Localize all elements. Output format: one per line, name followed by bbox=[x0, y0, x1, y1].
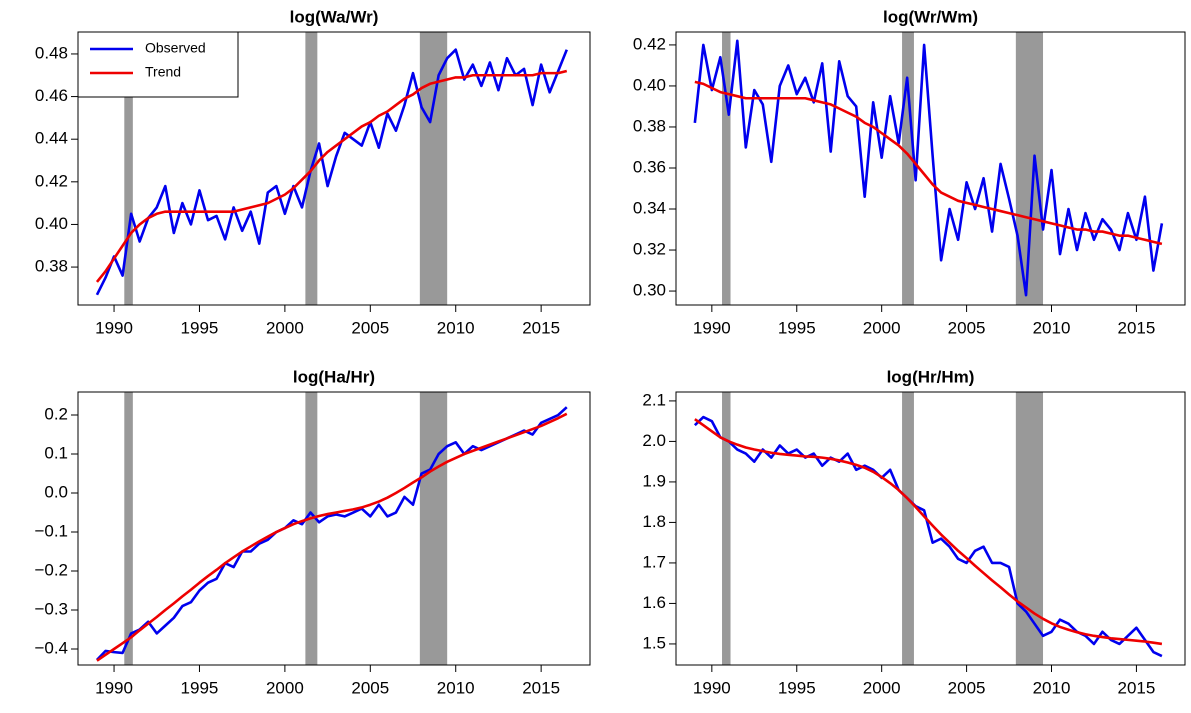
x-tick-label: 1990 bbox=[693, 318, 731, 337]
y-tick-label: 0.44 bbox=[35, 129, 68, 148]
chart-title: log(Wa/Wr) bbox=[290, 7, 379, 26]
legend-box bbox=[77, 31, 239, 98]
series-line bbox=[694, 80, 1163, 246]
legend-label: Trend bbox=[145, 64, 181, 80]
x-tick-label: 1995 bbox=[181, 678, 219, 697]
series-line bbox=[693, 39, 1164, 297]
panel: log(Wr/Wm) 0.30 0.32 0.34 0.36 0.38 0.40 0.42 19… bbox=[633, 7, 1186, 337]
recession-band bbox=[722, 392, 731, 665]
x-tick-label: 2000 bbox=[266, 678, 304, 697]
plot-frame bbox=[675, 31, 1186, 306]
recession-band bbox=[124, 392, 133, 665]
y-tick-label: 0.40 bbox=[633, 75, 666, 94]
x-tick-label: 2000 bbox=[863, 318, 901, 337]
x-tick-label: 2010 bbox=[1033, 318, 1071, 337]
y-tick-label: 0.36 bbox=[633, 157, 666, 176]
recession-band bbox=[902, 32, 914, 305]
y-tick-label: 1.6 bbox=[642, 593, 666, 612]
chart-title: log(Hr/Hm) bbox=[887, 367, 975, 386]
x-tick-label: 2005 bbox=[351, 318, 389, 337]
y-tick-label: 2.0 bbox=[642, 431, 666, 450]
y-tick-label: 0.46 bbox=[35, 86, 68, 105]
x-tick-label: 1990 bbox=[95, 678, 133, 697]
x-tick-label: 2000 bbox=[863, 678, 901, 697]
y-tick-label: 1.9 bbox=[642, 471, 666, 490]
y-tick-label: 0.30 bbox=[633, 281, 666, 300]
series-line bbox=[96, 406, 568, 661]
x-tick-label: 2015 bbox=[1118, 678, 1156, 697]
recession-band bbox=[1015, 32, 1044, 305]
y-tick-label: 0.38 bbox=[35, 257, 68, 276]
series-line bbox=[95, 69, 568, 283]
y-tick-label: 2.1 bbox=[642, 390, 666, 409]
panel: log(Ha/Hr) −0.4 −0.3 −0.2 −0.1 0.0 0.1 0.2 1990 1… bbox=[34, 367, 591, 697]
x-tick-label: 2000 bbox=[266, 318, 304, 337]
recession-band bbox=[419, 392, 448, 665]
x-tick-label: 2015 bbox=[522, 678, 560, 697]
recession-band bbox=[722, 32, 731, 305]
chart-title: log(Ha/Hr) bbox=[293, 367, 375, 386]
chart-title: log(Wr/Wm) bbox=[883, 7, 978, 26]
x-tick-label: 2005 bbox=[948, 318, 986, 337]
panel: log(Wa/Wr) 0.38 0.40 0.42 0.44 0.46 0.48 1990 19… bbox=[35, 7, 591, 337]
y-tick-label: 0.32 bbox=[633, 240, 666, 259]
recession-band bbox=[124, 32, 133, 305]
recession-band bbox=[419, 32, 448, 305]
x-tick-label: 2010 bbox=[437, 678, 475, 697]
x-tick-label: 2010 bbox=[1033, 678, 1071, 697]
series-line bbox=[95, 48, 568, 296]
y-tick-label: −0.1 bbox=[34, 521, 68, 540]
y-tick-label: 1.5 bbox=[642, 633, 666, 652]
recession-band bbox=[305, 392, 318, 665]
series-line bbox=[693, 415, 1163, 658]
y-tick-label: 0.0 bbox=[44, 482, 68, 501]
y-tick-label: 0.34 bbox=[633, 198, 666, 217]
x-tick-label: 2005 bbox=[948, 678, 986, 697]
series-line bbox=[96, 412, 568, 662]
panel: log(Hr/Hm) 1.5 1.6 1.7 1.8 1.9 2.0 2.1 1990 1995 2… bbox=[642, 367, 1186, 697]
x-tick-label: 2010 bbox=[437, 318, 475, 337]
y-tick-label: 0.42 bbox=[633, 34, 666, 53]
y-tick-label: 1.7 bbox=[642, 552, 666, 571]
series-line bbox=[694, 418, 1163, 646]
y-tick-label: 0.2 bbox=[44, 404, 68, 423]
legend-label: Observed bbox=[145, 40, 206, 56]
y-tick-label: 0.1 bbox=[44, 443, 68, 462]
x-tick-label: 1995 bbox=[778, 318, 816, 337]
x-tick-label: 1995 bbox=[778, 678, 816, 697]
x-tick-label: 2005 bbox=[351, 678, 389, 697]
plot-frame bbox=[675, 391, 1186, 666]
y-tick-label: 1.8 bbox=[642, 512, 666, 531]
y-tick-label: −0.4 bbox=[34, 638, 68, 657]
y-tick-label: 0.48 bbox=[35, 43, 68, 62]
y-tick-label: −0.2 bbox=[34, 560, 68, 579]
x-tick-label: 1990 bbox=[693, 678, 731, 697]
y-tick-label: 0.42 bbox=[35, 171, 68, 190]
x-tick-label: 1995 bbox=[181, 318, 219, 337]
x-tick-label: 2015 bbox=[1118, 318, 1156, 337]
plot-frame bbox=[77, 391, 591, 666]
x-tick-label: 1990 bbox=[95, 318, 133, 337]
recession-band bbox=[902, 392, 914, 665]
y-tick-label: −0.3 bbox=[34, 599, 68, 618]
y-tick-label: 0.38 bbox=[633, 116, 666, 135]
y-tick-label: 0.40 bbox=[35, 214, 68, 233]
recession-band bbox=[1015, 392, 1044, 665]
x-tick-label: 2015 bbox=[522, 318, 560, 337]
